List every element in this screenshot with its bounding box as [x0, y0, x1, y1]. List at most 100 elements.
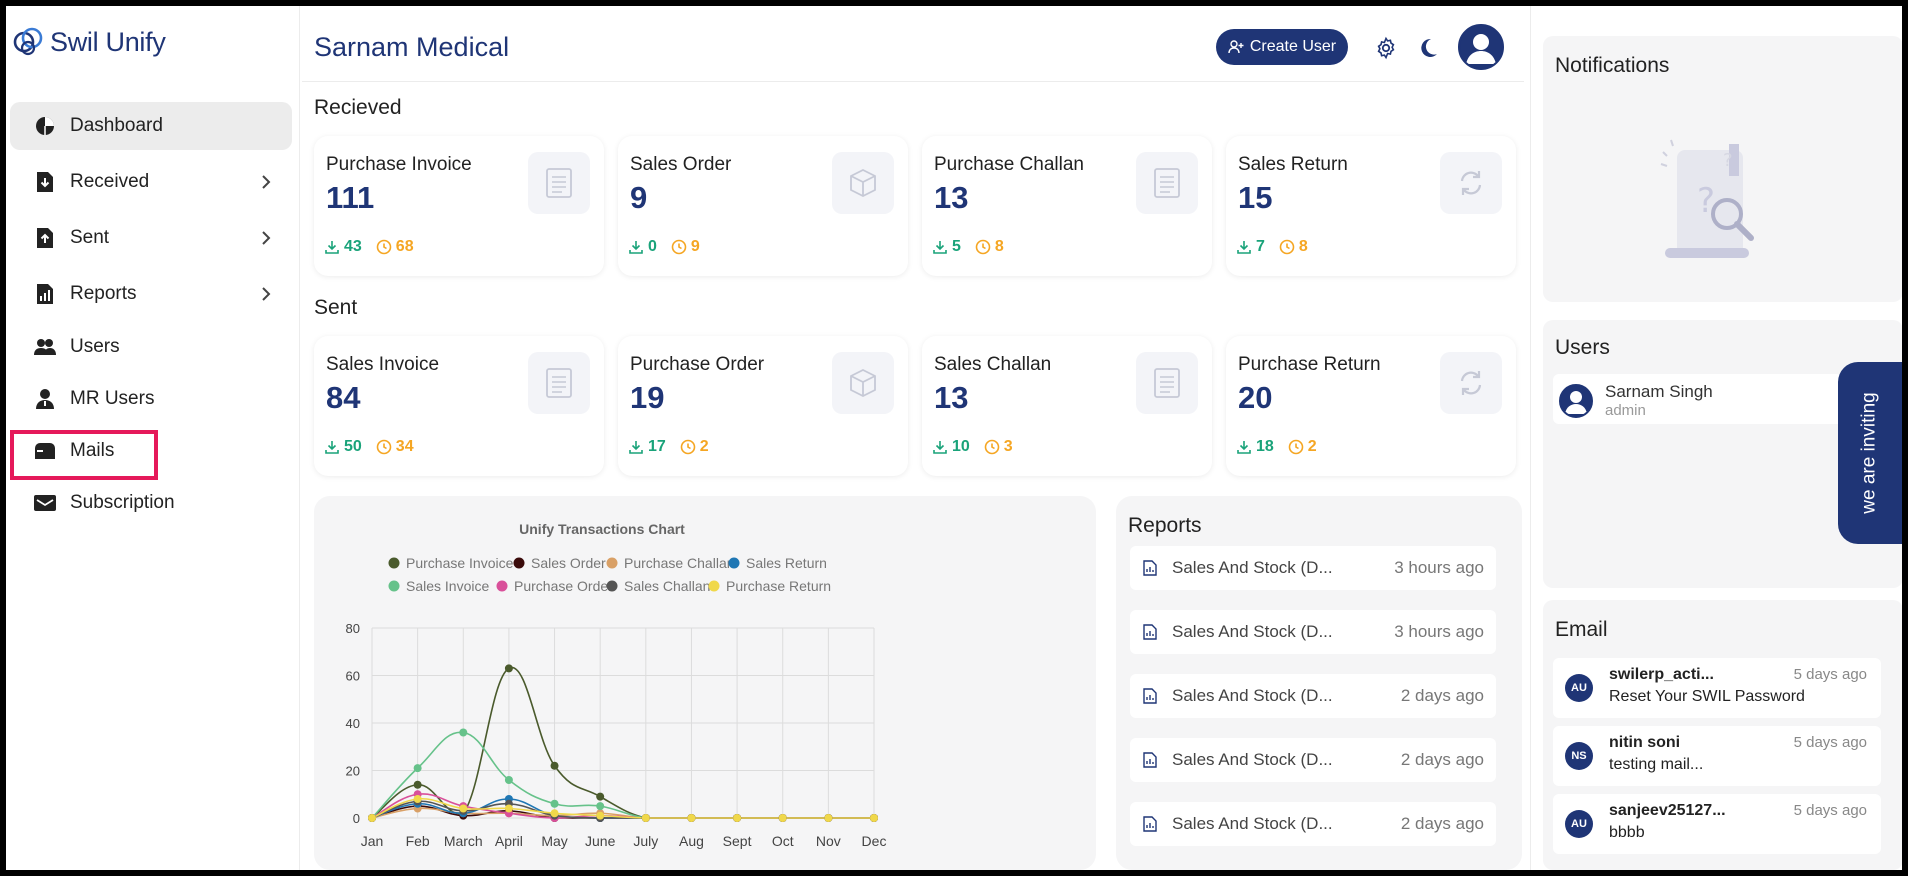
users-panel-title: Users — [1555, 336, 1610, 359]
downloaded-count: 0 — [628, 238, 657, 256]
downloaded-value: 50 — [344, 438, 362, 455]
user-name: Sarnam Singh — [1605, 382, 1713, 401]
avatar[interactable] — [1458, 24, 1504, 70]
downloaded-value: 18 — [1256, 438, 1274, 455]
download-icon — [1237, 241, 1251, 254]
report-row[interactable]: Sales And Stock (D... 2 days ago — [1130, 674, 1496, 718]
file-upload-icon — [34, 227, 56, 249]
data-point — [870, 814, 878, 822]
stat-card-sales-invoice[interactable]: Sales Invoice 84 50 34 — [314, 336, 604, 476]
report-row[interactable]: Sales And Stock (D... 3 hours ago — [1130, 610, 1496, 654]
sidebar-nav: Dashboard Received Sent Repor — [10, 102, 292, 534]
series-line — [371, 797, 874, 819]
pending-value: 2 — [1307, 438, 1317, 455]
data-point — [824, 814, 833, 822]
report-time: 2 days ago — [1400, 686, 1484, 705]
x-tick-label: Dec — [862, 833, 887, 849]
brand-logo[interactable]: Swil Unify — [10, 24, 166, 60]
legend-label: Purchase Invoice — [406, 555, 514, 571]
users-panel: Users Sarnam Singh admin — [1543, 320, 1902, 588]
email-row[interactable]: NS nitin soni testing mail... 5 days ago — [1553, 726, 1881, 786]
user-avatar — [1559, 384, 1593, 418]
sidebar-item-label: Users — [70, 336, 120, 357]
download-icon — [933, 241, 947, 254]
moon-icon[interactable] — [1416, 36, 1440, 60]
pie-chart-icon — [34, 115, 56, 137]
create-user-button[interactable]: Create User — [1216, 29, 1348, 65]
report-file-icon — [1143, 816, 1157, 832]
x-tick-label: Oct — [772, 833, 794, 849]
report-chart-icon — [34, 283, 56, 305]
report-row[interactable]: Sales And Stock (D... 2 days ago — [1130, 738, 1496, 782]
email-row[interactable]: AU swilerp_acti... Reset Your SWIL Passwor… — [1553, 658, 1881, 718]
email-row[interactable]: AU sanjeev25127... bbbb 5 days ago — [1553, 794, 1881, 854]
stat-card-purchase-invoice[interactable]: Purchase Invoice 111 43 68 — [314, 136, 604, 276]
received-section-label: Recieved — [314, 96, 402, 119]
report-row[interactable]: Sales And Stock (D... 3 hours ago — [1130, 546, 1496, 590]
box-icon — [832, 152, 894, 214]
card-value: 13 — [934, 380, 969, 415]
downloaded-value: 0 — [648, 238, 657, 255]
stat-card-sales-challan[interactable]: Sales Challan 13 10 3 — [922, 336, 1212, 476]
card-title: Purchase Challan — [934, 154, 1084, 175]
clock-icon — [984, 439, 1000, 455]
sidebar-item-users[interactable]: Users — [10, 326, 292, 368]
notifications-panel: Notifications ? ? — [1543, 36, 1902, 302]
sidebar-item-dashboard[interactable]: Dashboard — [10, 102, 292, 150]
sidebar-item-mr-users[interactable]: MR Users — [10, 378, 292, 420]
svg-text:?: ? — [1697, 181, 1715, 221]
stat-card-sales-return[interactable]: Sales Return 15 7 8 — [1226, 136, 1516, 276]
sender-avatar: AU — [1565, 674, 1593, 702]
receipt-icon — [1136, 352, 1198, 414]
clock-icon — [680, 439, 696, 455]
clock-icon — [376, 439, 392, 455]
sidebar-item-received[interactable]: Received — [10, 158, 292, 206]
stat-card-purchase-challan[interactable]: Purchase Challan 13 5 8 — [922, 136, 1212, 276]
legend-label: Sales Challan — [624, 578, 710, 594]
legend-marker — [708, 580, 720, 592]
right-column: Notifications ? ? Users Sarnam Singh adm… — [1530, 6, 1902, 870]
sidebar-item-label: Sent — [70, 227, 110, 248]
user-row[interactable]: Sarnam Singh admin — [1553, 374, 1843, 424]
clock-icon — [1279, 239, 1295, 255]
legend-marker — [388, 557, 400, 569]
card-footer: 18 2 — [1236, 438, 1317, 456]
legend-marker — [388, 580, 400, 592]
report-name: Sales And Stock (D... — [1172, 558, 1333, 577]
receipt-icon — [528, 352, 590, 414]
stat-card-purchase-order[interactable]: Purchase Order 19 17 2 — [618, 336, 908, 476]
download-icon — [629, 441, 643, 454]
sidebar: Swil Unify Dashboard Received Sent — [6, 6, 300, 870]
clock-icon — [1288, 439, 1304, 455]
sidebar-item-mails[interactable]: Mails — [10, 430, 292, 472]
clock-icon — [671, 239, 687, 255]
sent-section-label: Sent — [314, 296, 358, 319]
y-tick-label: 80 — [346, 621, 360, 636]
download-icon — [1237, 441, 1251, 454]
data-point — [550, 799, 559, 808]
pending-value: 8 — [994, 238, 1004, 255]
sidebar-item-reports[interactable]: Reports — [10, 270, 292, 318]
clock-icon — [975, 239, 991, 255]
email-subject: Reset Your SWIL Password — [1609, 688, 1805, 705]
report-time: 2 days ago — [1400, 750, 1484, 769]
x-tick-label: July — [633, 833, 658, 849]
notifications-title: Notifications — [1555, 54, 1670, 77]
users-icon — [34, 336, 56, 358]
gear-icon[interactable] — [1374, 36, 1398, 60]
data-point — [413, 764, 422, 773]
sidebar-item-sent[interactable]: Sent — [10, 214, 292, 262]
legend-label: Sales Invoice — [406, 578, 489, 594]
x-tick-label: Nov — [816, 833, 841, 849]
stat-card-sales-order[interactable]: Sales Order 9 0 9 — [618, 136, 908, 276]
x-tick-label: May — [541, 833, 567, 849]
sidebar-item-subscription[interactable]: Subscription — [10, 482, 292, 524]
sender-avatar: NS — [1565, 742, 1593, 770]
report-row[interactable]: Sales And Stock (D... 2 days ago — [1130, 802, 1496, 846]
stat-card-purchase-return[interactable]: Purchase Return 20 18 2 — [1226, 336, 1516, 476]
we-are-inviting-tab[interactable]: we are inviting — [1838, 362, 1902, 544]
card-footer: 50 34 — [324, 438, 414, 456]
